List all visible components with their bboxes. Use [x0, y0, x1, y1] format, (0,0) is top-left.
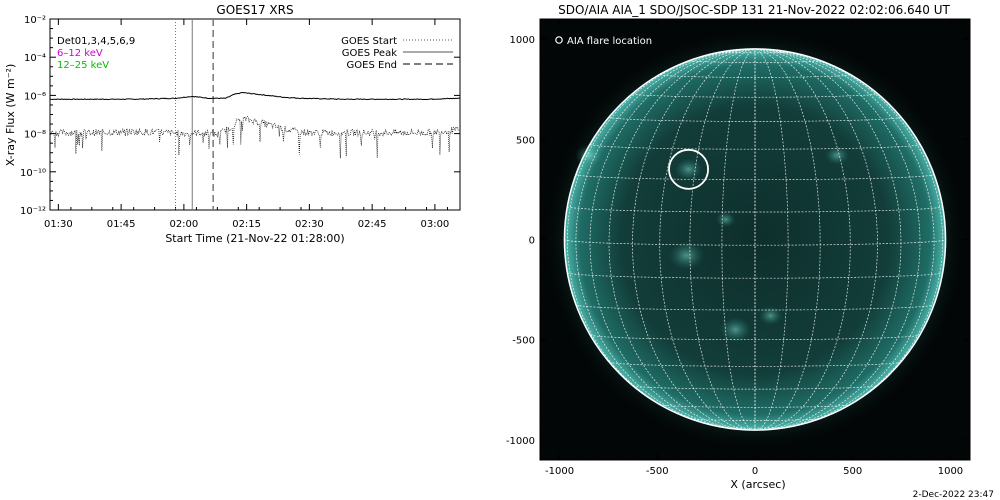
aia-chart-title: SDO/AIA AIA_1 SDO/JSOC-SDP 131 21-Nov-20… — [558, 3, 950, 17]
goes-x-axis-label: Start Time (21-Nov-22 01:28:00) — [165, 232, 344, 245]
goes-x-tick-label: 01:45 — [107, 219, 136, 230]
active-region — [674, 158, 703, 181]
grid-longitude-line — [566, 48, 756, 428]
grid-longitude-line — [608, 48, 756, 431]
grid-latitude-line — [589, 334, 921, 341]
grid-latitude-line — [689, 60, 821, 63]
goes-x-tick-label: 02:45 — [358, 219, 387, 230]
active-region — [715, 211, 736, 228]
goes-x-tick-label: 02:00 — [169, 219, 198, 230]
flare-legend-label: AIA flare location — [567, 36, 652, 47]
flare-location-circle — [668, 148, 709, 190]
goes-short-channel-line — [49, 115, 460, 159]
grid-longitude-line — [721, 48, 756, 431]
grid-longitude-line — [754, 48, 789, 431]
goes-long-channel-line — [50, 91, 461, 101]
solar-limb — [563, 48, 947, 431]
grid-longitude-line — [754, 48, 944, 428]
grid-longitude-line — [754, 48, 821, 431]
aia-y-tick-label: -1000 — [506, 436, 535, 447]
grid-latitude-line — [608, 361, 902, 367]
aia-y-axis: -1000 -500 0 500 1000 — [506, 35, 970, 447]
footer-date: 2-Dec-2022 23:47 — [913, 490, 994, 500]
goes-chart-title: GOES17 XRS — [216, 3, 293, 17]
goes-y-tick-label: 10⁻⁴ — [24, 53, 46, 64]
legend-goes-start: GOES Start — [341, 36, 397, 47]
legend-goes-peak: GOES Peak — [342, 48, 397, 59]
grid-longitude-line — [754, 48, 878, 431]
grid-longitude-line — [754, 48, 935, 430]
goes-x-axis: 01:30 01:45 02:00 02:15 02:30 02:45 03:00 — [44, 19, 449, 230]
flare-legend-marker — [555, 36, 563, 44]
active-region — [758, 306, 783, 326]
goes-x-tick-label: 02:15 — [232, 219, 261, 230]
aia-x-tick-label: 0 — [752, 466, 758, 477]
aia-y-tick-label: -500 — [512, 336, 535, 347]
grid-longitude-line — [754, 48, 921, 431]
grid-longitude-line — [632, 48, 756, 431]
aia-x-tick-label: -1000 — [545, 466, 574, 477]
grid-longitude-line — [689, 48, 756, 431]
grid-latitude-line — [632, 385, 878, 390]
aia-x-tick-label: 1000 — [938, 466, 963, 477]
goes-y-tick-label: 10⁻² — [24, 15, 46, 26]
goes-y-tick-label: 10⁻⁸ — [24, 130, 46, 141]
aia-x-tick-label: -500 — [646, 466, 669, 477]
bright-active-regions — [575, 144, 849, 343]
aia-y-tick-label: 500 — [516, 135, 535, 146]
goes-x-tick-label: 03:00 — [420, 219, 449, 230]
goes-y-tick-label: 10⁻¹⁰ — [20, 168, 46, 179]
grid-longitude-line — [589, 48, 756, 431]
goes-plot-frame — [49, 18, 461, 211]
goes-x-tick-label: 01:30 — [44, 219, 73, 230]
grid-latitude-line — [566, 206, 944, 213]
grid-latitude-line — [567, 272, 943, 279]
active-region — [669, 241, 705, 270]
aia-y-tick-label: 1000 — [510, 35, 535, 46]
legend-band-det: Det01,3,4,5,6,9 — [57, 36, 135, 47]
legend-band-6-12: 6–12 keV — [57, 48, 103, 59]
legend-goes-end: GOES End — [347, 60, 397, 71]
goes-y-tick-label: 10⁻¹² — [20, 206, 46, 217]
aia-y-tick-label: 0 — [529, 236, 535, 247]
grid-latitude-line — [659, 74, 851, 78]
goes-y-axis: 10⁻¹² 10⁻¹⁰ 10⁻⁸ 10⁻⁶ 10⁻⁴ 10⁻² — [20, 15, 460, 217]
goes-series-group — [49, 91, 461, 159]
active-region — [719, 317, 752, 343]
grid-longitude-line — [754, 48, 902, 431]
goes-x-tick-label: 02:30 — [295, 219, 324, 230]
goes-y-axis-label: X-ray Flux (W m⁻²) — [4, 64, 17, 166]
active-region — [825, 145, 849, 165]
goes-vertical-markers — [175, 19, 214, 210]
legend-band-12-25: 12–25 keV — [57, 60, 109, 71]
grid-latitude-line — [690, 418, 820, 421]
aia-x-axis-label: X (arcsec) — [730, 478, 785, 491]
grid-longitude-line — [575, 48, 756, 430]
goes-y-tick-label: 10⁻⁶ — [24, 91, 46, 102]
aia-x-tick-label: 500 — [843, 466, 862, 477]
aia-x-axis: -1000 -500 0 500 1000 — [545, 19, 963, 477]
